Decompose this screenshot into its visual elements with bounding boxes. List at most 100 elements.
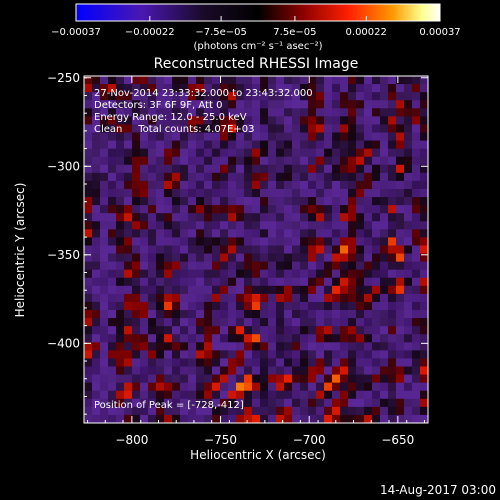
heatmap-cell: [412, 156, 421, 166]
heatmap-cell: [308, 237, 317, 246]
heatmap-cell: [372, 374, 381, 384]
heatmap-cell: [404, 140, 413, 150]
heatmap-cell: [156, 398, 165, 408]
heatmap-cell: [260, 140, 269, 150]
heatmap-cell: [356, 285, 365, 295]
heatmap-cell: [316, 92, 325, 101]
heatmap-cell: [372, 350, 381, 359]
heatmap-cell: [348, 334, 357, 343]
heatmap-cell: [124, 148, 133, 158]
heatmap-cell: [276, 310, 285, 319]
heatmap-cell: [228, 108, 237, 117]
heatmap-cell: [188, 116, 197, 125]
heatmap-cell: [164, 188, 173, 198]
heatmap-cell: [292, 188, 301, 198]
heatmap-cell: [228, 148, 237, 158]
heatmap-cell: [308, 140, 317, 150]
heatmap-cell: [132, 76, 141, 85]
heatmap-cell: [124, 382, 133, 392]
heatmap-cell: [316, 318, 325, 327]
heatmap-cell: [116, 301, 125, 311]
heatmap-cell: [340, 221, 349, 230]
heatmap-cell: [356, 277, 365, 287]
heatmap-cell: [252, 197, 261, 206]
heatmap-cell: [228, 277, 237, 287]
heatmap-cell: [124, 132, 133, 141]
heatmap-cell: [404, 116, 413, 125]
heatmap-cell: [212, 221, 221, 230]
heatmap-cell: [420, 342, 428, 351]
heatmap-cell: [380, 213, 389, 222]
heatmap-cell: [356, 140, 365, 150]
heatmap-cell: [324, 124, 333, 133]
heatmap-cell: [324, 164, 333, 174]
heatmap-cell: [396, 172, 405, 182]
heatmap-cell: [332, 350, 341, 359]
heatmap-cell: [292, 334, 301, 343]
heatmap-cell: [372, 334, 381, 343]
heatmap-cell: [244, 156, 253, 166]
heatmap-cell: [252, 350, 261, 359]
heatmap-cell: [244, 406, 253, 416]
heatmap-cell: [164, 398, 173, 408]
heatmap-cell: [396, 253, 405, 262]
heatmap-cell: [140, 84, 149, 93]
heatmap-cell: [308, 293, 317, 303]
heatmap-cell: [316, 293, 325, 303]
heatmap-cell: [308, 285, 317, 295]
heatmap-cell: [420, 358, 428, 367]
heatmap-cell: [356, 221, 365, 230]
heatmap-cell: [300, 269, 309, 279]
heatmap-cell: [332, 310, 341, 319]
heatmap-cell: [92, 293, 101, 303]
heatmap-cell: [204, 213, 213, 222]
heatmap-cell: [100, 92, 109, 101]
heatmap-cell: [140, 76, 149, 85]
heatmap-cell: [196, 124, 205, 133]
heatmap-cell: [420, 124, 428, 133]
heatmap-cell: [316, 301, 325, 311]
heatmap-cell: [388, 358, 397, 367]
heatmap-cell: [316, 326, 325, 335]
heatmap-cell: [180, 269, 189, 279]
heatmap-cell: [116, 366, 125, 375]
heatmap-cell: [188, 374, 197, 384]
heatmap-cell: [156, 124, 165, 133]
heatmap-cell: [348, 285, 357, 295]
heatmap-cell: [172, 124, 181, 133]
heatmap-cell: [84, 140, 93, 150]
heatmap-cell: [388, 301, 397, 311]
heatmap-cell: [316, 221, 325, 230]
heatmap-cell: [324, 172, 333, 182]
heatmap-cell: [284, 390, 293, 400]
heatmap-cell: [212, 92, 221, 101]
heatmap-cell: [204, 132, 213, 141]
heatmap-cell: [172, 180, 181, 190]
heatmap-cell: [124, 188, 133, 198]
heatmap-cell: [220, 229, 229, 238]
heatmap-cell: [324, 350, 333, 359]
heatmap-cell: [140, 390, 149, 400]
heatmap-cell: [140, 350, 149, 359]
heatmap-cell: [244, 398, 253, 408]
heatmap-cell: [316, 188, 325, 198]
heatmap-cell: [356, 237, 365, 246]
heatmap-cell: [100, 261, 109, 271]
heatmap-cell: [148, 213, 157, 222]
heatmap-cell: [332, 406, 341, 416]
heatmap-cell: [260, 205, 269, 214]
heatmap-cell: [364, 285, 373, 295]
heatmap-cell: [284, 213, 293, 222]
heatmap-cell: [348, 148, 357, 158]
heatmap-cell: [316, 132, 325, 141]
heatmap-cell: [164, 350, 173, 359]
heatmap-cell: [196, 116, 205, 125]
heatmap-cell: [228, 245, 237, 254]
heatmap-cell: [404, 148, 413, 158]
heatmap-cell: [420, 164, 428, 174]
heatmap-cell: [324, 366, 333, 375]
heatmap-cell: [348, 350, 357, 359]
heatmap-cell: [364, 326, 373, 335]
heatmap-cell: [108, 140, 117, 150]
heatmap-cell: [380, 92, 389, 101]
